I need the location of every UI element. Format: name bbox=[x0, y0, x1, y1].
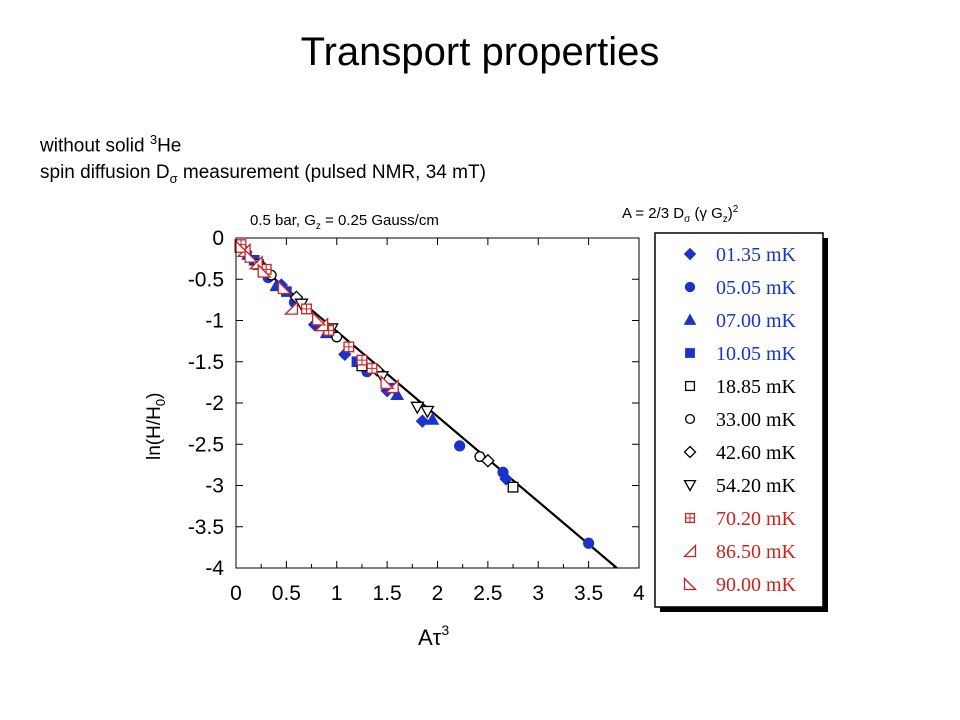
subtitle-line-1-suffix: He bbox=[157, 135, 182, 157]
y-tick-label: 0 bbox=[212, 227, 224, 250]
formula-sub-2: z bbox=[722, 214, 728, 225]
data-point bbox=[234, 238, 249, 253]
condition-text: 0.5 bar, G bbox=[250, 212, 316, 229]
data-point bbox=[283, 300, 299, 315]
formula-part-a: A = 2/3 D bbox=[622, 205, 685, 222]
data-point bbox=[257, 263, 272, 278]
legend: 01.35 mK 05.05 mK 07.00 mK 10.05 mK 18.85 mK… bbox=[654, 232, 828, 612]
data-point bbox=[301, 303, 312, 315]
legend-label: 10.05 mK bbox=[716, 343, 797, 365]
legend-marker bbox=[684, 380, 696, 392]
x-tick-label: 0.5 bbox=[272, 582, 301, 605]
x-axis-label: Aτ3 bbox=[418, 622, 449, 650]
data-point bbox=[331, 331, 343, 343]
legend-label: 33.00 mK bbox=[716, 409, 797, 431]
y-axis-label-sub: 0 bbox=[153, 399, 168, 406]
legend-marker bbox=[683, 247, 697, 261]
legend-marker bbox=[683, 576, 698, 591]
y-tick-label: -3 bbox=[205, 475, 224, 498]
legend-marker bbox=[684, 512, 696, 524]
subtitle-line-1-text: without solid bbox=[40, 135, 150, 157]
formula-label: A = 2/3 Dσ (γ Gz)2 bbox=[622, 204, 738, 225]
y-axis-label-main: ln(H/H bbox=[144, 406, 165, 460]
series-90-00-mK bbox=[234, 238, 395, 390]
legend-marker bbox=[684, 413, 696, 425]
y-tick-label: -1.5 bbox=[188, 351, 224, 374]
subtitle-line-2: spin diffusion Dσ measurement (pulsed NM… bbox=[40, 162, 486, 186]
condition-label: 0.5 bar, Gz = 0.25 Gauss/cm bbox=[250, 212, 439, 232]
y-tick-label: -1 bbox=[205, 310, 224, 333]
x-axis-label-sup: 3 bbox=[441, 622, 449, 638]
formula-sup: 2 bbox=[732, 204, 739, 215]
y-tick-label: -2 bbox=[205, 392, 224, 415]
legend-marker bbox=[685, 348, 695, 358]
data-point bbox=[343, 341, 355, 353]
x-tick-label: 1 bbox=[331, 582, 343, 605]
x-tick-label: 4 bbox=[633, 582, 645, 605]
legend-marker bbox=[683, 479, 697, 492]
legend-label: 70.20 mK bbox=[716, 508, 797, 530]
data-point bbox=[474, 451, 486, 463]
data-point bbox=[497, 466, 509, 478]
legend-box bbox=[654, 232, 824, 608]
data-point bbox=[415, 414, 430, 428]
x-tick-label: 1.5 bbox=[373, 582, 402, 605]
formula-part-c: ) bbox=[727, 205, 733, 222]
data-point bbox=[425, 412, 440, 425]
legend-label: 42.60 mK bbox=[716, 442, 797, 464]
legend-label: 05.05 mK bbox=[716, 277, 797, 299]
data-point bbox=[420, 405, 435, 419]
formula-sub-1: σ bbox=[684, 214, 691, 225]
y-axis-label: ln(H/H0) bbox=[144, 393, 168, 460]
condition-suffix: = 0.25 Gauss/cm bbox=[320, 212, 439, 229]
legend-label: 90.00 mK bbox=[716, 574, 797, 596]
data-point bbox=[277, 279, 292, 295]
y-tick-label: -4 bbox=[205, 557, 224, 580]
data-point bbox=[244, 248, 259, 263]
y-tick-label: -2.5 bbox=[188, 433, 224, 456]
data-point bbox=[410, 401, 425, 415]
x-tick-label: 2.5 bbox=[473, 582, 502, 605]
data-point bbox=[356, 354, 368, 366]
subtitle-line-2-text: spin diffusion D bbox=[40, 162, 170, 183]
y-tick-label: -0.5 bbox=[188, 268, 224, 291]
data-point bbox=[454, 440, 466, 452]
formula-part-b: (γ G bbox=[690, 205, 723, 222]
legend-label: 86.50 mK bbox=[716, 541, 797, 563]
legend-marker bbox=[683, 313, 697, 325]
data-point bbox=[480, 453, 495, 468]
y-axis-label-end: ) bbox=[144, 393, 165, 399]
subtitle-line-1-sup: 3 bbox=[149, 132, 158, 147]
page-title: Transport properties bbox=[300, 30, 660, 74]
legend-marker bbox=[684, 281, 696, 293]
data-point bbox=[311, 311, 327, 326]
y-tick-label: -3.5 bbox=[188, 516, 224, 539]
x-tick-label: 2 bbox=[432, 582, 444, 605]
series-70-20-mK bbox=[235, 239, 378, 374]
data-point bbox=[583, 537, 595, 549]
plot-frame bbox=[235, 237, 640, 569]
condition-sub: z bbox=[315, 221, 321, 232]
data-point bbox=[507, 481, 519, 493]
subtitle-line-2-sub: σ bbox=[169, 170, 178, 186]
legend-marker bbox=[682, 543, 697, 558]
data-point bbox=[366, 362, 378, 374]
legend-label: 01.35 mK bbox=[716, 244, 797, 266]
legend-label: 07.00 mK bbox=[716, 310, 797, 332]
x-axis-label-main: Aτ bbox=[418, 625, 442, 650]
x-tick-label: 3.5 bbox=[574, 582, 603, 605]
data-point bbox=[390, 387, 405, 401]
x-tick-label: 0 bbox=[230, 582, 242, 605]
subtitle-line-2-suffix: measurement (pulsed NMR, 34 mT) bbox=[177, 162, 486, 183]
legend-label: 18.85 mK bbox=[716, 376, 797, 398]
plot-layer bbox=[234, 238, 618, 569]
legend-marker bbox=[683, 445, 697, 459]
subtitle-line-1: without solid 3He bbox=[40, 132, 181, 157]
legend-label: 54.20 mK bbox=[716, 475, 797, 497]
data-point bbox=[380, 374, 395, 390]
x-tick-label: 3 bbox=[532, 582, 544, 605]
